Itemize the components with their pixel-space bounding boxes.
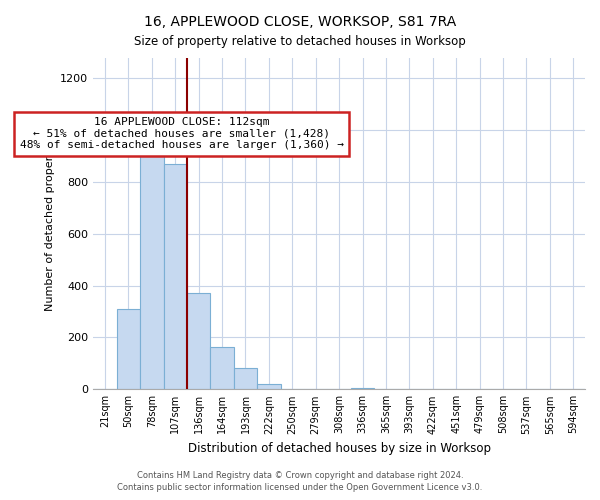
Text: Size of property relative to detached houses in Worksop: Size of property relative to detached ho… <box>134 35 466 48</box>
Text: 16, APPLEWOOD CLOSE, WORKSOP, S81 7RA: 16, APPLEWOOD CLOSE, WORKSOP, S81 7RA <box>144 15 456 29</box>
Bar <box>117 310 140 390</box>
Bar <box>257 384 281 390</box>
Bar <box>187 294 211 390</box>
Bar <box>211 346 234 390</box>
Text: Contains HM Land Registry data © Crown copyright and database right 2024.
Contai: Contains HM Land Registry data © Crown c… <box>118 471 482 492</box>
Bar <box>351 388 374 390</box>
Text: 16 APPLEWOOD CLOSE: 112sqm
← 51% of detached houses are smaller (1,428)
48% of s: 16 APPLEWOOD CLOSE: 112sqm ← 51% of deta… <box>20 117 344 150</box>
Bar <box>140 138 164 390</box>
Bar <box>234 368 257 390</box>
X-axis label: Distribution of detached houses by size in Worksop: Distribution of detached houses by size … <box>188 442 491 455</box>
Y-axis label: Number of detached properties: Number of detached properties <box>45 136 55 311</box>
Bar <box>164 164 187 390</box>
